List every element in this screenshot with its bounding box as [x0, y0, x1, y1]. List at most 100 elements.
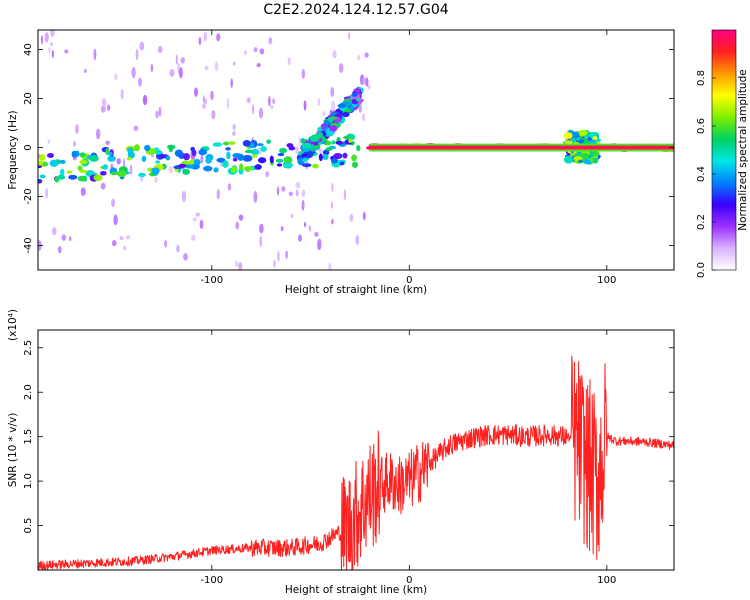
- y-tick-label: 2.5: [23, 340, 34, 356]
- spectrogram-marks: [38, 30, 674, 270]
- x-tick-label: 0: [406, 575, 412, 586]
- spectrogram-cell: [77, 175, 88, 182]
- spectrogram-cell: [205, 157, 212, 164]
- spectrogram-y-label: Frequency (Hz): [7, 110, 19, 189]
- spectrogram-cell: [578, 129, 588, 136]
- colorbar-gradient: [712, 30, 736, 270]
- spectrogram-cell: [107, 155, 116, 162]
- spectrogram-speckle: [295, 189, 299, 197]
- spectrogram-speckle: [157, 45, 163, 54]
- spectrogram-speckle: [367, 84, 371, 90]
- spectrogram-cell: [342, 101, 352, 105]
- y-tick-label: 0: [23, 144, 34, 150]
- spectrogram-speckle: [214, 61, 219, 72]
- spectrogram-cell: [331, 140, 336, 145]
- spectrogram-speckle: [355, 235, 360, 245]
- spectrogram-speckle: [40, 35, 44, 45]
- spectrogram-cell: [277, 152, 285, 157]
- y-tick-label: -40: [23, 237, 34, 253]
- snr-x-ticks: -100 0 100: [200, 330, 616, 586]
- spectrogram-cell: [225, 147, 231, 151]
- spectrogram-speckle: [232, 61, 236, 66]
- spectrogram-speckle: [290, 213, 294, 219]
- spectrogram-speckle: [168, 165, 174, 174]
- spectrogram-speckle: [200, 154, 204, 164]
- spectrogram-speckle: [285, 250, 288, 260]
- spectrogram-cell: [329, 116, 338, 120]
- spectrogram-cell: [231, 166, 237, 173]
- spectrogram-speckle: [231, 131, 236, 136]
- snr-background: [38, 330, 674, 570]
- spectrogram-speckle: [253, 47, 258, 53]
- chart-title: C2E2.2024.124.12.57.G04: [263, 2, 448, 18]
- spectrogram-cell: [107, 152, 113, 156]
- spectrogram-speckle: [139, 41, 145, 51]
- spectrogram-speckle: [180, 57, 185, 64]
- spectrogram-speckle: [301, 68, 306, 79]
- colorbar-tick-label: 0.0: [696, 262, 707, 278]
- spectrogram-speckle: [202, 103, 206, 109]
- spectrogram-cell: [66, 170, 73, 174]
- spectrogram-y-ticks: -40 -20 0 20 40: [23, 43, 674, 254]
- snr-series: [38, 355, 674, 570]
- spectrogram-cell: [216, 157, 226, 163]
- spectrogram-speckle: [303, 221, 307, 228]
- spectrogram-speckle: [48, 46, 51, 54]
- spectrogram-speckle: [138, 77, 142, 87]
- spectrogram-speckle: [288, 191, 293, 197]
- spectrogram-speckle: [45, 187, 49, 199]
- spectrogram-cell: [165, 155, 171, 161]
- spectrogram-cell: [322, 149, 330, 156]
- spectrogram-cell: [46, 153, 54, 158]
- spectrogram-cell: [39, 174, 46, 179]
- spectrogram-speckle: [295, 181, 301, 189]
- spectrogram-cell: [79, 152, 86, 158]
- spectrogram-speckle: [259, 223, 264, 234]
- spectrogram-speckle: [362, 211, 366, 221]
- spectrogram-cell: [203, 165, 213, 172]
- spectrogram-speckle: [72, 141, 77, 147]
- spectrogram-cell: [330, 158, 338, 164]
- spectrogram-speckle: [61, 234, 67, 241]
- spectrogram-speckle: [183, 253, 188, 261]
- spectrogram-speckle: [253, 190, 258, 203]
- spectrogram-cell: [138, 172, 146, 178]
- spectrogram-speckle: [303, 100, 307, 111]
- colorbar-ticks: 0.0 0.2 0.4 0.6 0.8: [696, 70, 716, 278]
- spectrogram-cell: [351, 154, 357, 162]
- spectrogram-speckle: [298, 234, 302, 242]
- spectrogram-cell: [351, 92, 358, 97]
- spectrogram-speckle: [116, 157, 121, 165]
- spectrogram-cell: [242, 154, 253, 162]
- spectrogram-speckle: [114, 73, 118, 81]
- spectrogram-speckle: [238, 262, 243, 270]
- spectrogram-cell: [56, 174, 66, 180]
- spectrogram-cell: [212, 142, 223, 147]
- spectrogram-cell: [155, 160, 160, 164]
- spectrogram-cell: [190, 146, 195, 152]
- spectrogram-speckle: [322, 110, 326, 117]
- spectrogram-speckle: [100, 182, 106, 190]
- spectrogram-cell: [356, 144, 361, 152]
- spectrogram-speckle: [314, 231, 319, 237]
- spectrogram-cell: [59, 159, 66, 165]
- spectrogram-cell: [99, 170, 107, 176]
- spectrogram-speckle: [331, 218, 334, 225]
- spectrogram-speckle: [75, 123, 79, 135]
- spectrogram-cell: [251, 154, 258, 158]
- y-tick-label: 0.5: [23, 518, 34, 534]
- spectrogram-speckle: [175, 54, 178, 65]
- spectrogram-speckle: [199, 219, 204, 230]
- spectrogram-speckle: [120, 89, 124, 100]
- spectrogram-cell: [232, 157, 238, 162]
- spectrogram-cell: [260, 146, 267, 152]
- spectrogram-cell: [185, 164, 195, 169]
- spectrogram-speckle: [164, 239, 168, 248]
- spectrogram-cell: [325, 147, 333, 152]
- spectrogram-cell: [339, 161, 345, 166]
- spectrogram-speckle: [251, 104, 255, 115]
- snr-y-ticks: 0.5 1.0 1.5 2.0 2.5: [23, 340, 674, 534]
- spectrogram-cell: [182, 168, 191, 175]
- spectrogram-speckle: [192, 217, 197, 222]
